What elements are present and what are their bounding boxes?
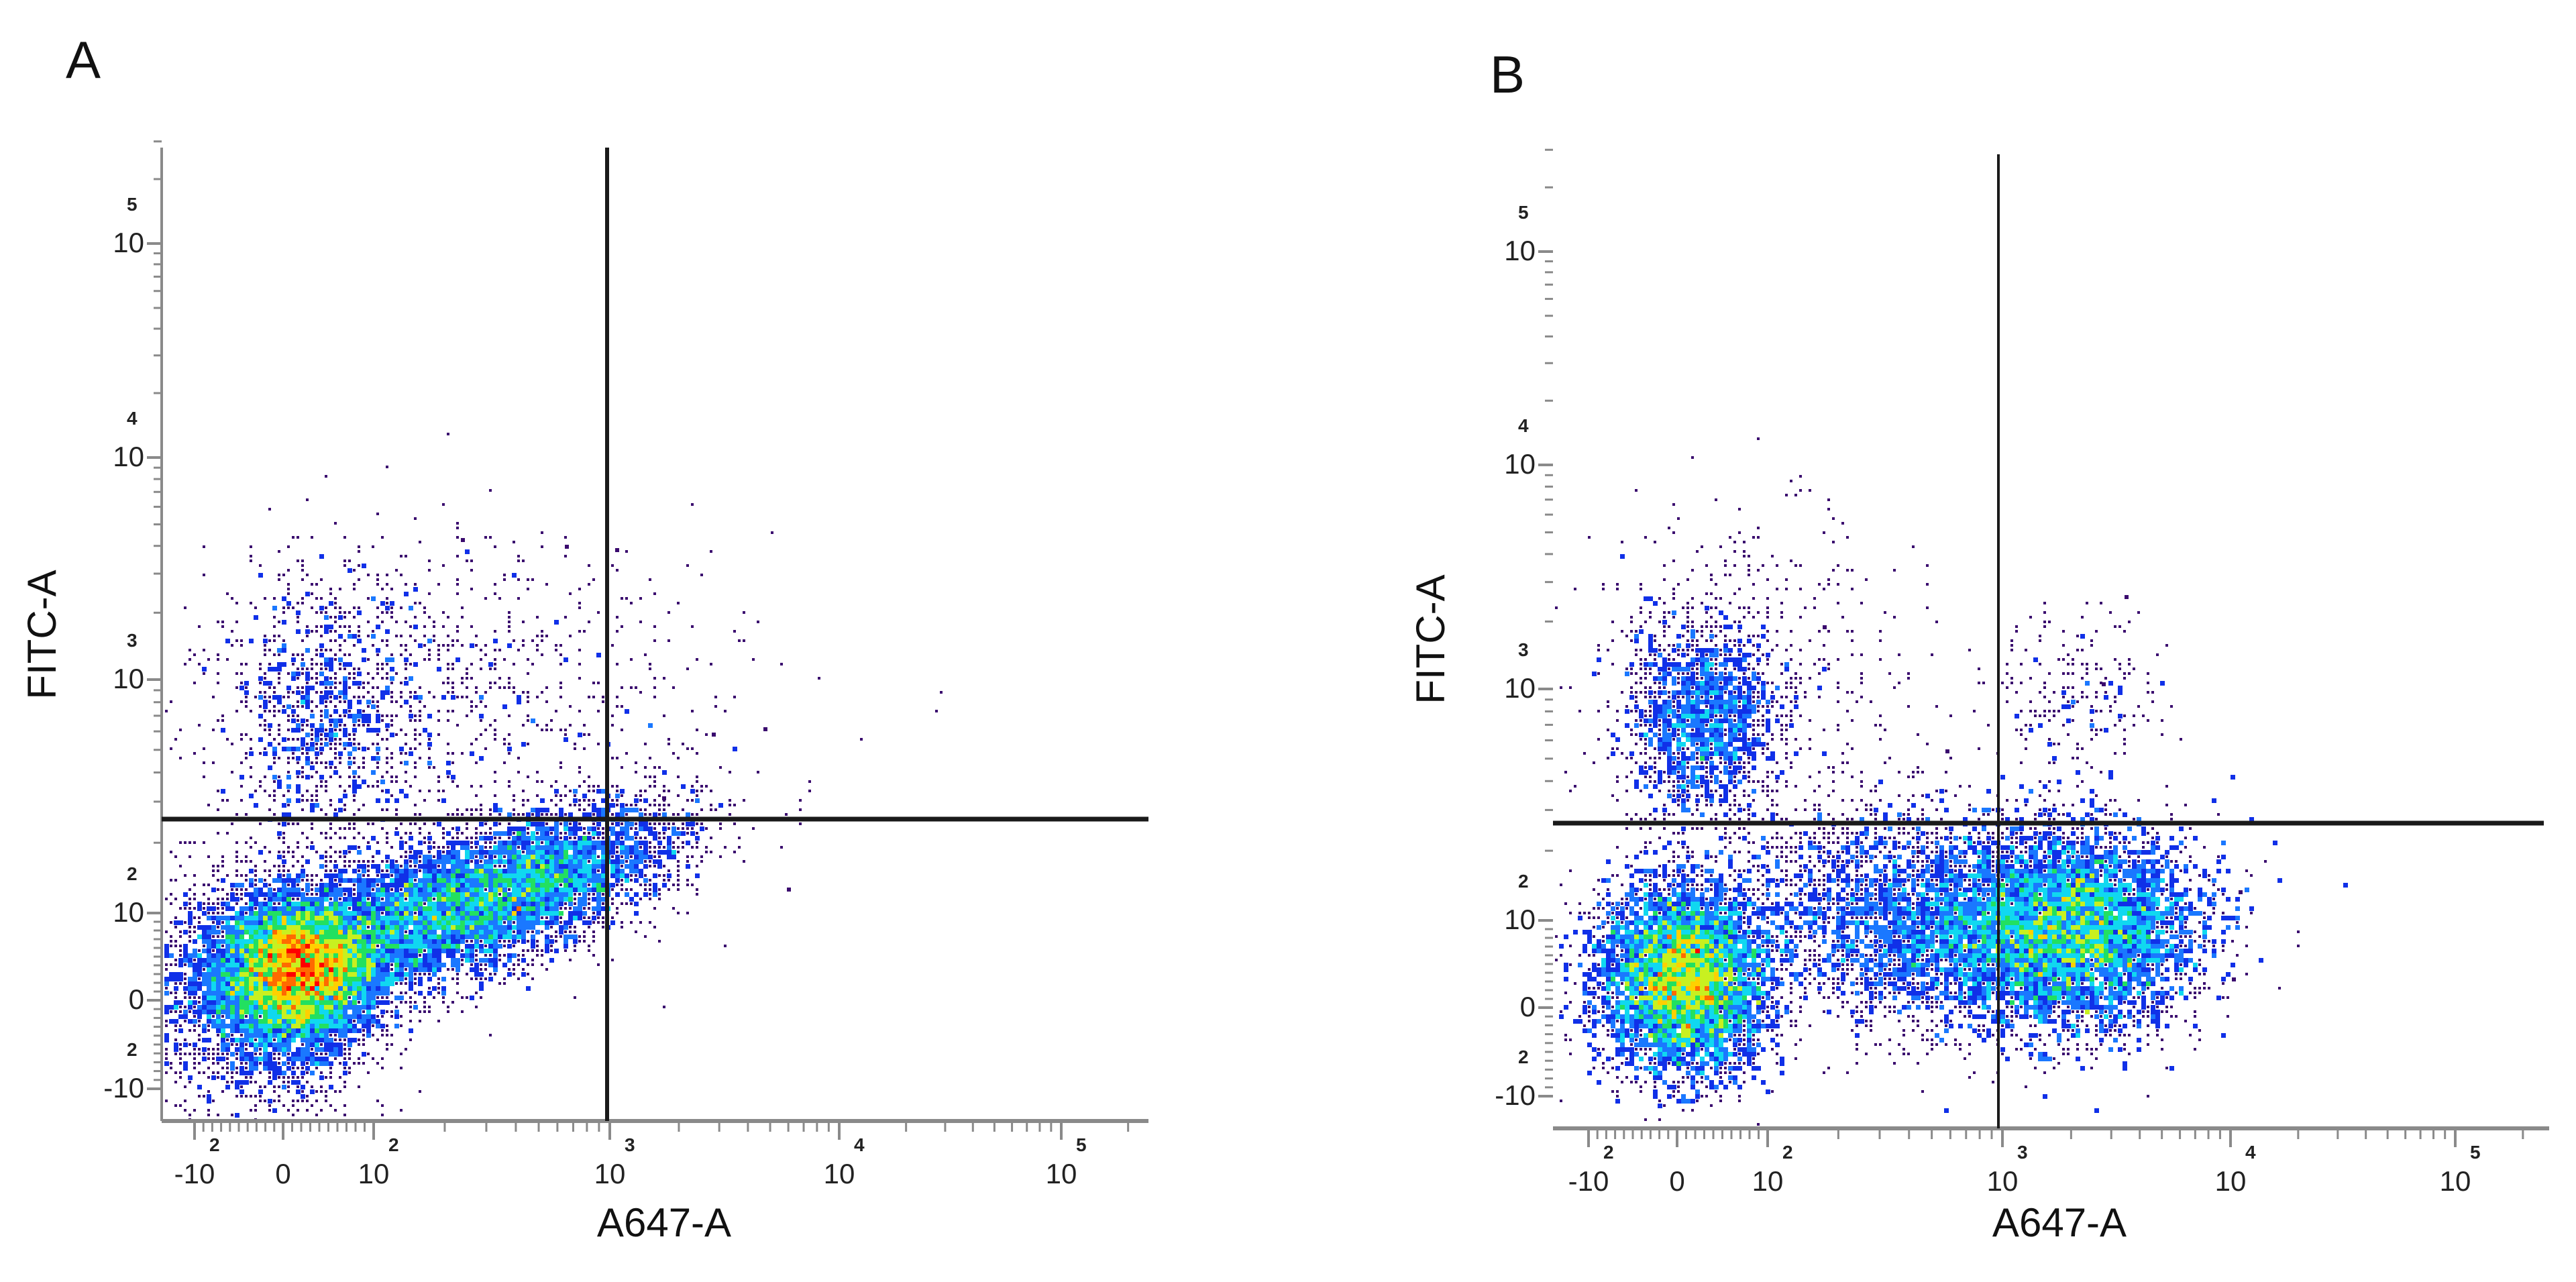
panel-b-plot: [1538, 148, 2549, 1147]
panel-b-axes: [1538, 148, 2549, 1147]
y-tick-exponent: 3: [127, 630, 138, 651]
y-tick-exponent: 4: [127, 408, 138, 429]
y-tick-label: -10: [103, 1072, 144, 1104]
panel-b-x-axis-title: A647-A: [1992, 1200, 2127, 1245]
y-tick-exponent: 2: [1518, 871, 1529, 892]
y-tick-label: 10: [1504, 904, 1536, 935]
panel-a-quadrant-gate[interactable]: [162, 148, 1148, 1121]
x-tick-label: 10: [2214, 1165, 2247, 1197]
x-tick-label: 10: [2439, 1165, 2471, 1197]
panel-a-axes: [147, 140, 1148, 1140]
panel-label-a: A: [66, 30, 101, 89]
x-tick-exponent: 5: [1076, 1134, 1087, 1155]
panel-a-plot: [147, 140, 1148, 1140]
y-tick-label: 10: [1504, 235, 1536, 266]
y-tick-exponent: 3: [1518, 639, 1529, 660]
x-tick-label: 10: [1045, 1158, 1077, 1189]
y-tick-exponent: 5: [127, 194, 138, 215]
x-tick-label: 10: [594, 1158, 626, 1189]
x-tick-exponent: 5: [2470, 1142, 2481, 1163]
y-tick-label: 10: [113, 441, 144, 472]
x-tick-exponent: 3: [625, 1134, 635, 1155]
x-tick-exponent: 4: [2245, 1142, 2256, 1163]
x-tick-label: 0: [275, 1158, 291, 1189]
x-tick-label: 10: [358, 1158, 390, 1189]
x-tick-label: -10: [174, 1158, 215, 1189]
panel-a-x-axis-title: A647-A: [596, 1200, 732, 1245]
y-tick-exponent: 5: [1518, 202, 1529, 223]
y-tick-label: 0: [1519, 991, 1536, 1022]
panel-b-density-scatter: [1555, 437, 2348, 1126]
y-tick-exponent: 4: [1518, 415, 1529, 436]
y-tick-label: 10: [113, 663, 144, 694]
y-tick-label: 10: [1504, 672, 1536, 704]
x-tick-exponent: 2: [388, 1134, 399, 1155]
y-tick-label: 10: [113, 227, 144, 258]
x-tick-exponent: 2: [1603, 1142, 1614, 1163]
x-tick-exponent: 2: [209, 1134, 220, 1155]
x-tick-exponent: 4: [854, 1134, 865, 1155]
y-tick-label: 10: [113, 896, 144, 928]
panel-label-b: B: [1490, 45, 1525, 104]
y-tick-label: 10: [1504, 448, 1536, 480]
x-tick-label: 0: [1669, 1165, 1685, 1197]
y-tick-exponent: 2: [127, 1039, 138, 1060]
panel-a-density-scatter: [164, 433, 943, 1121]
y-tick-exponent: 2: [127, 863, 138, 884]
panel-b-quadrant-gate[interactable]: [1553, 154, 2544, 1128]
x-tick-label: 10: [823, 1158, 855, 1189]
x-tick-label: 10: [1752, 1165, 1784, 1197]
y-tick-exponent: 2: [1518, 1047, 1529, 1067]
x-tick-exponent: 2: [1782, 1142, 1793, 1163]
x-tick-label: 10: [1986, 1165, 2019, 1197]
y-tick-label: 0: [128, 983, 144, 1015]
x-tick-label: -10: [1568, 1165, 1609, 1197]
y-tick-label: -10: [1495, 1079, 1536, 1111]
x-tick-exponent: 3: [2017, 1142, 2028, 1163]
